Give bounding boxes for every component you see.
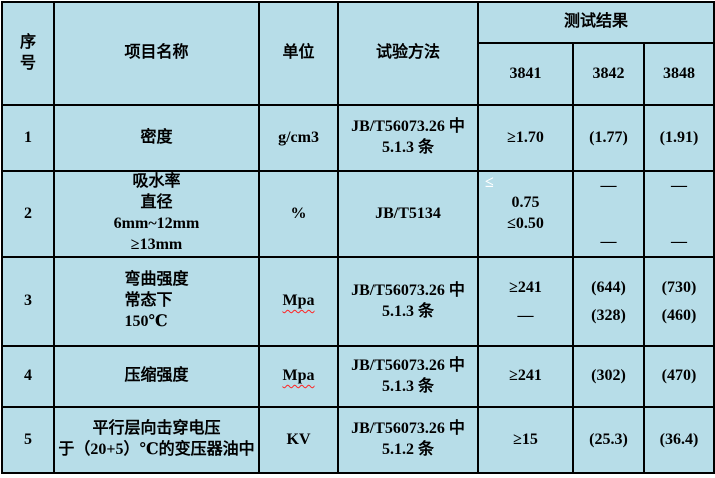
r5-seq: 5: [24, 430, 32, 448]
cell-r2-method: JB/T5134: [337, 170, 479, 258]
cell-r2-name: 吸水率 直径 6mm~12mm ≥13mm: [53, 170, 260, 258]
cell-r4-unit: Mpa: [258, 345, 339, 408]
cell-r4-3842: (302): [572, 345, 645, 408]
r2-result-3842: — —: [600, 177, 617, 250]
cell-r3-seq: 3: [1, 256, 55, 347]
cell-r3-3848: (730) (460): [643, 256, 715, 347]
r5-unit: KV: [286, 430, 311, 448]
table-row-3: 3 弯曲强度 常态下 150℃ Mpa JB/T56073.26 中 5.1.3…: [1, 256, 715, 347]
header-row-sub: 3841 3842 3848: [2, 42, 715, 106]
cell-r3-3841: ≥241 —: [477, 256, 574, 347]
cell-r5-method: JB/T56073.26 中 5.1.2 条: [337, 406, 479, 474]
r1-seq: 1: [24, 128, 32, 146]
table-row-5: 5 平行层向击穿电压 于（20+5）℃的变压器油中 KV JB/T56073.2…: [1, 406, 715, 474]
header-sample-3848-label: 3848: [663, 64, 695, 82]
cell-r1-method: JB/T56073.26 中 5.1.3 条: [337, 104, 479, 172]
r3-result-3842: (644) (328): [591, 278, 626, 324]
r4-method: JB/T56073.26 中 5.1.3 条: [351, 356, 465, 395]
r4-unit: Mpa: [282, 367, 315, 385]
header-method: 试验方法: [337, 1, 479, 106]
header-test-result: 测试结果: [477, 1, 715, 44]
header-sample-3841: 3841: [477, 42, 574, 106]
header-sample-3841-label: 3841: [509, 64, 542, 82]
cell-r1-name: 密度: [53, 104, 260, 172]
r1-unit: g/cm3: [278, 128, 319, 146]
r2-result-3841: 0.75 ≤0.50: [507, 194, 544, 232]
cell-r1-3841: ≥1.70: [477, 104, 574, 172]
cell-r1-3848: (1.91): [643, 104, 715, 172]
cell-r3-unit: Mpa: [258, 256, 339, 347]
cell-r5-unit: KV: [258, 406, 339, 474]
r1-method: JB/T56073.26 中 5.1.3 条: [351, 118, 465, 156]
r3-name: 弯曲强度 常态下 150℃: [124, 271, 189, 330]
r1-result-3848: (1.91): [659, 128, 699, 146]
header-unit-label: 单位: [282, 44, 315, 62]
white-less-equal-mark: ≤: [485, 174, 494, 191]
r3-method: JB/T56073.26 中 5.1.3 条: [351, 281, 465, 320]
r3-seq: 3: [24, 292, 32, 310]
header-sample-3842-label: 3842: [592, 64, 625, 82]
r4-seq: 4: [24, 367, 32, 385]
r2-seq: 2: [24, 204, 32, 222]
table-row-1: 1 密度 g/cm3 JB/T56073.26 中 5.1.3 条 ≥1.70 …: [1, 104, 715, 172]
r1-result-3842: (1.77): [589, 128, 628, 146]
table-row-2: 2 吸水率 直径 6mm~12mm ≥13mm % JB/T5134 ≤0.75…: [1, 170, 715, 258]
cell-r2-unit: %: [258, 170, 339, 258]
cell-r3-method: JB/T56073.26 中 5.1.3 条: [337, 256, 479, 347]
cell-r5-3842: (25.3): [572, 406, 645, 474]
r2-method: JB/T5134: [375, 204, 441, 222]
r1-result-3841: ≥1.70: [507, 128, 544, 146]
cell-r4-3841: ≥241: [477, 345, 574, 408]
cell-r5-3841: ≥15: [477, 406, 574, 474]
r2-unit: %: [290, 204, 307, 222]
header-sample-3842: 3842: [572, 42, 645, 106]
r5-result-3841: ≥15: [513, 430, 538, 448]
cell-r1-unit: g/cm3: [258, 104, 339, 172]
header-row-top: 序 号 项目名称 单位 试验方法 测试结果: [1, 1, 715, 106]
r2-result-3848: — —: [671, 177, 687, 250]
cell-r4-3848: (470): [643, 345, 715, 408]
r5-name: 平行层向击穿电压 于（20+5）℃的变压器油中: [58, 420, 255, 458]
header-item-name: 项目名称: [53, 1, 260, 106]
r5-result-3848: (36.4): [659, 430, 699, 448]
header-item-name-label: 项目名称: [124, 44, 189, 62]
cell-r5-3848: (36.4): [643, 406, 715, 474]
r5-method: JB/T56073.26 中 5.1.2 条: [351, 420, 465, 458]
header-unit: 单位: [258, 1, 339, 106]
header-test-result-label: 测试结果: [563, 13, 628, 31]
r4-name: 压缩强度: [124, 367, 189, 385]
header-seq-label: 序 号: [19, 33, 36, 72]
r1-name: 密度: [140, 128, 173, 146]
r4-result-3841: ≥241: [509, 367, 542, 385]
r5-result-3842: (25.3): [589, 430, 628, 448]
cell-r5-seq: 5: [1, 406, 55, 474]
cell-r1-seq: 1: [1, 104, 55, 172]
r4-result-3842: (302): [591, 367, 626, 385]
cell-r2-seq: 2: [1, 170, 55, 258]
cell-r4-name: 压缩强度: [53, 345, 260, 408]
cell-r2-3841: ≤0.75 ≤0.50: [477, 170, 574, 258]
r3-result-3841: ≥241 —: [509, 278, 542, 324]
cell-r3-name: 弯曲强度 常态下 150℃: [53, 256, 260, 347]
header-method-label: 试验方法: [375, 44, 440, 62]
cell-r1-3842: (1.77): [572, 104, 645, 172]
r4-result-3848: (470): [661, 367, 697, 385]
r2-name: 吸水率 直径 6mm~12mm ≥13mm: [113, 173, 200, 253]
cell-r4-method: JB/T56073.26 中 5.1.3 条: [337, 345, 479, 408]
header-sample-3848: 3848: [643, 42, 715, 106]
header-seq: 序 号: [1, 1, 55, 106]
r3-result-3848: (730) (460): [661, 278, 697, 324]
cell-r3-3842: (644) (328): [572, 256, 645, 347]
cell-r4-seq: 4: [1, 345, 55, 408]
r3-unit: Mpa: [282, 292, 315, 310]
table-row-4: 4 压缩强度 Mpa JB/T56073.26 中 5.1.3 条 ≥241 (…: [1, 345, 715, 408]
cell-r5-name: 平行层向击穿电压 于（20+5）℃的变压器油中: [53, 406, 260, 474]
cell-r2-3842: — —: [572, 170, 645, 258]
cell-r2-3848: — —: [643, 170, 715, 258]
